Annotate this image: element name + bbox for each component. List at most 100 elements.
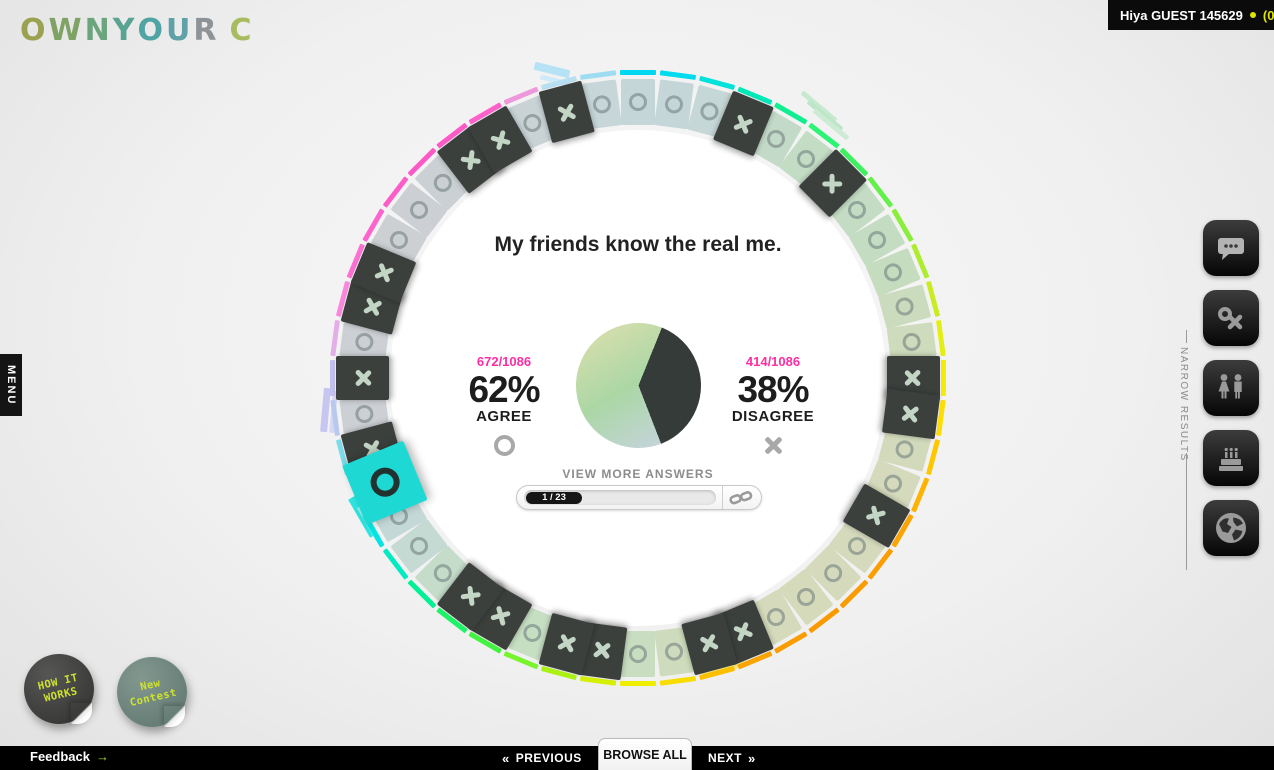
disagree-x-icon (764, 436, 783, 455)
o-mark-icon (881, 471, 905, 496)
agree-stat: 672/1086 62% AGREE (434, 354, 574, 457)
o-mark-icon (430, 170, 456, 196)
feedback-label: Feedback (30, 749, 90, 764)
agree-label: AGREE (476, 408, 532, 426)
poll-question: My friends know the real me. (494, 233, 782, 256)
filter-gender-button[interactable] (1203, 360, 1259, 416)
logo-letter: C (229, 13, 255, 48)
ring-tile-disagree[interactable] (881, 388, 946, 440)
disagree-stat: 414/1086 38% DISAGREE (703, 355, 843, 455)
pager-position[interactable]: 1 / 23 (526, 491, 582, 504)
x-mark-icon (353, 368, 373, 388)
agree-ratio: 672/1086 (476, 354, 532, 369)
filter-comments-button[interactable] (1203, 220, 1259, 276)
share-link-button[interactable] (725, 489, 757, 507)
sticker-curl (71, 703, 92, 724)
filter-location-button[interactable] (1203, 500, 1259, 556)
x-mark-icon (904, 368, 924, 388)
o-mark-icon (893, 295, 916, 318)
x-mark-icon (819, 169, 847, 197)
ring-peel-strip (533, 61, 571, 79)
double-chevron-right-icon: » (748, 750, 756, 766)
ring-arc-strip (330, 360, 335, 396)
x-mark-icon (487, 126, 514, 153)
x-mark-icon (863, 502, 890, 529)
o-mark-icon (864, 227, 890, 253)
ring-arc-strip (659, 676, 697, 686)
o-mark-icon (763, 604, 789, 630)
globe-icon (1216, 513, 1246, 543)
menu-label: MENU (5, 364, 17, 406)
user-greeting: Hiya GUEST 145629 (1120, 7, 1243, 23)
o-mark-icon (844, 533, 870, 559)
x-mark-icon (456, 583, 484, 611)
x-mark-icon (730, 110, 756, 136)
chain-link-icon (729, 491, 753, 505)
narrow-results-label: NARROW RESULTS (1178, 347, 1189, 462)
ring-tile-disagree[interactable] (681, 612, 738, 681)
browse-all-tab[interactable]: BROWSE ALL (598, 738, 692, 770)
pager-track[interactable]: 1 / 23 (524, 490, 716, 505)
ring-arc-strip (579, 70, 617, 80)
x-mark-icon (591, 640, 613, 662)
logo-letter: W (48, 13, 85, 48)
ring-tile-agree[interactable] (620, 70, 656, 125)
logo[interactable]: OWNYOUR C (20, 16, 254, 46)
o-mark-icon (591, 94, 613, 115)
ring-tile-disagree[interactable] (538, 75, 595, 144)
next-button[interactable]: NEXT » (708, 746, 756, 770)
o-mark-icon (820, 560, 846, 586)
pager-divider (722, 486, 723, 509)
birthday-cake-icon (1219, 447, 1243, 471)
browse-all-label: BROWSE ALL (603, 747, 687, 762)
logo-letter: Y (112, 13, 138, 48)
gender-icon (1218, 374, 1242, 399)
o-mark-icon (763, 126, 789, 152)
o-mark-icon (629, 645, 647, 663)
ring-tile-face (881, 388, 941, 440)
ring-tile-selected[interactable] (342, 440, 428, 526)
ring-arc-strip (620, 70, 656, 75)
o-x-icon (1218, 307, 1243, 330)
logo-letter: O (20, 13, 49, 48)
ring-tile-face (621, 631, 655, 677)
o-mark-icon (520, 621, 545, 645)
o-mark-icon (354, 331, 375, 353)
o-mark-icon (629, 93, 647, 111)
sticker-curl (164, 706, 185, 727)
x-mark-icon (900, 403, 922, 425)
o-mark-icon (793, 584, 819, 610)
previous-button[interactable]: « PREVIOUS (502, 746, 582, 770)
menu-tab[interactable]: MENU (0, 354, 22, 416)
disagree-label: DISAGREE (731, 408, 815, 426)
o-mark-icon (663, 641, 685, 662)
o-mark-icon (430, 560, 456, 586)
x-mark-icon (370, 260, 396, 286)
logo-letter: N (84, 13, 113, 48)
how-it-works-sticker[interactable]: HOW IT WORKS (24, 654, 94, 724)
ring-tile-disagree[interactable] (538, 612, 595, 681)
o-mark-icon (520, 111, 545, 135)
ring-arc-strip (941, 360, 946, 396)
disagree-ratio: 414/1086 (745, 354, 801, 369)
new-contest-sticker[interactable]: New Contest (117, 657, 187, 727)
filter-age-button[interactable] (1203, 430, 1259, 486)
disagree-percent: 38% (737, 368, 809, 410)
agree-o-icon (493, 435, 515, 457)
ring-tile-disagree[interactable] (330, 356, 389, 400)
new-contest-label: New Contest (128, 677, 178, 710)
feedback-button[interactable]: Feedback → (30, 749, 109, 764)
filter-answers-button[interactable] (1203, 290, 1259, 346)
user-bar[interactable]: Hiya GUEST 145629 (0 (1108, 0, 1274, 30)
ring-arc-strip (330, 319, 340, 357)
speech-bubble-icon (1218, 238, 1244, 260)
ring-tile-face (621, 79, 655, 125)
answers-pager[interactable]: 1 / 23 (516, 485, 762, 510)
o-mark-icon (406, 533, 432, 559)
x-mark-icon (487, 603, 514, 630)
o-mark-icon (698, 100, 721, 123)
x-mark-icon (360, 294, 384, 318)
double-chevron-left-icon: « (502, 750, 510, 766)
